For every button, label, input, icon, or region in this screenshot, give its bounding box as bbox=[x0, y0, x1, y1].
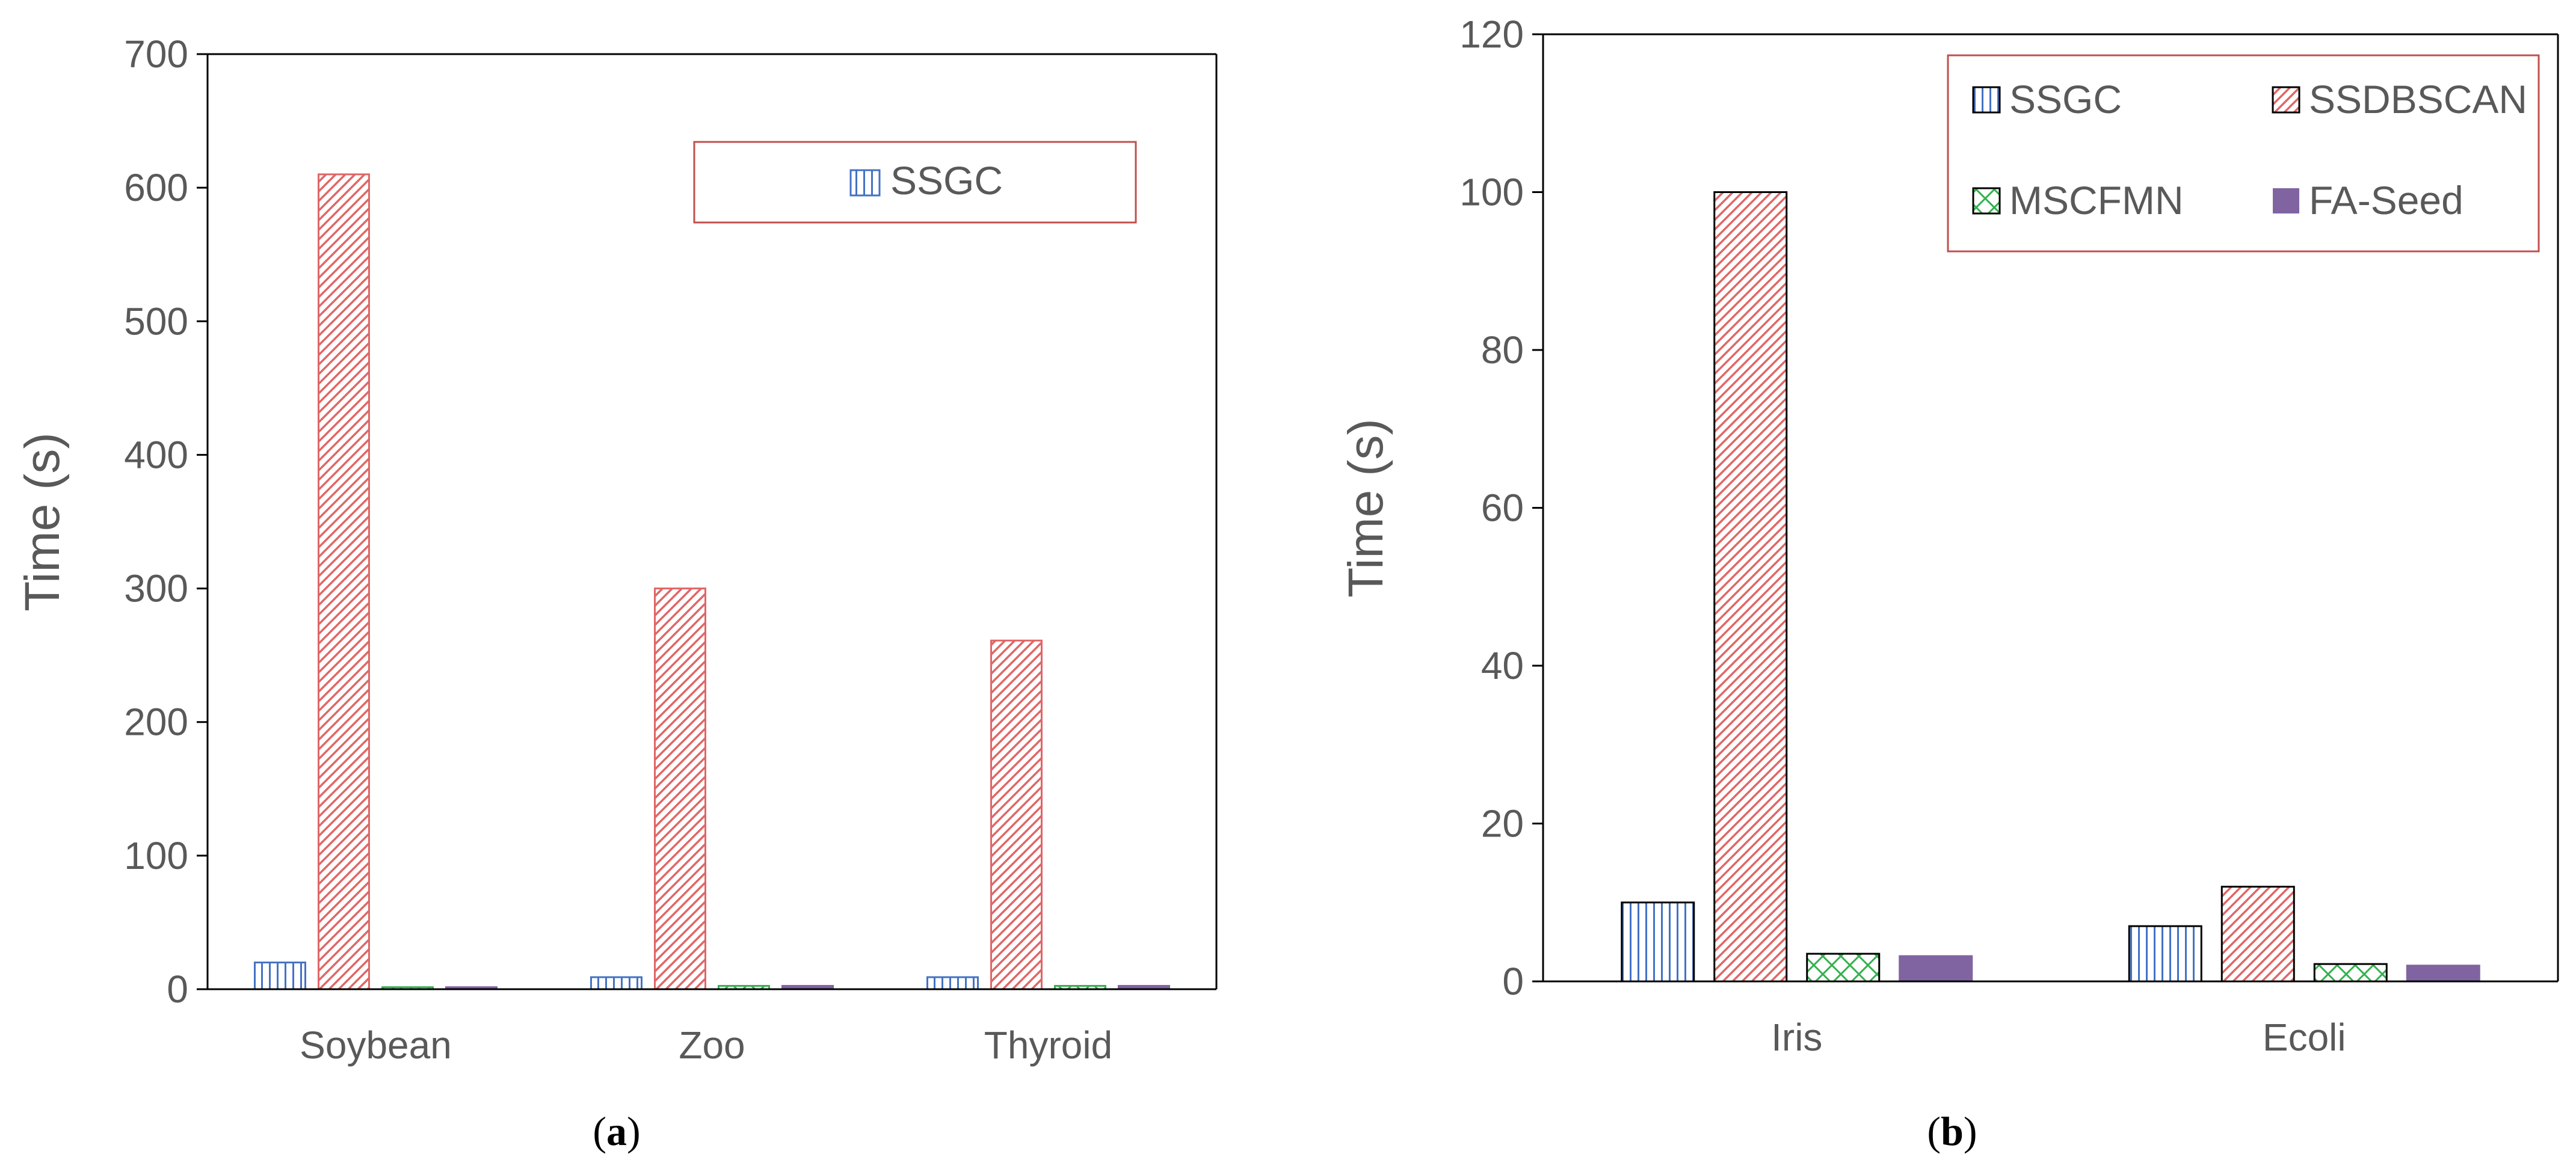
chart-b: 0 20 40 60 80 100 120 Iris Ecoli Time (s) SSGC … bbox=[1339, 13, 2559, 1154]
x-tick-label: Iris bbox=[1771, 1016, 1822, 1059]
bar-ssgc-iris bbox=[1621, 901, 1695, 983]
legend-label-ssdbscan: SSDBSCAN bbox=[2309, 77, 2527, 121]
chart-a: 0 100 200 300 400 500 600 700 Soybean Zoo Thyroid… bbox=[15, 32, 1218, 1154]
y-tick-label: 60 bbox=[1481, 486, 1524, 530]
bar-ssdbscan-iris bbox=[1713, 191, 1788, 983]
legend-swatch-ssgc bbox=[1972, 86, 2001, 114]
legend-box bbox=[693, 141, 1137, 224]
bar-mscfmn-iris bbox=[1806, 953, 1881, 983]
bar-mscfmn-ecoli bbox=[2313, 963, 2388, 983]
y-tick-label: 700 bbox=[124, 32, 188, 76]
y-tick-label: 120 bbox=[1459, 13, 1524, 56]
bar-fa-seed-iris bbox=[1899, 955, 1973, 983]
y-axis-ticks: 0 20 40 60 80 100 120 bbox=[1459, 13, 1543, 1003]
y-tick-label: 400 bbox=[124, 433, 188, 476]
legend: SSGC SSDBSCAN MSCFMN FA-Seed bbox=[1947, 54, 2540, 253]
y-axis-ticks: 0 100 200 300 400 500 600 700 bbox=[124, 32, 208, 1011]
y-tick-label: 80 bbox=[1481, 328, 1524, 372]
x-tick-label: Zoo bbox=[679, 1023, 745, 1067]
x-axis-ticks: Soybean Zoo Thyroid bbox=[300, 1023, 1112, 1067]
x-tick-label: Ecoli bbox=[2263, 1016, 2346, 1059]
bar-fa-seed-ecoli bbox=[2406, 965, 2480, 983]
bars bbox=[1621, 191, 2480, 983]
y-tick-label: 100 bbox=[124, 834, 188, 877]
y-tick-label: 600 bbox=[124, 166, 188, 209]
legend-label-fa-seed: FA-Seed bbox=[2309, 178, 2464, 222]
bar-ssgc-zoo bbox=[590, 976, 642, 990]
x-tick-label: Thyroid bbox=[984, 1023, 1112, 1067]
y-tick-label: 0 bbox=[1502, 960, 1524, 1003]
bar-ssgc-thyroid bbox=[926, 976, 979, 990]
y-axis-title: Time (s) bbox=[15, 432, 70, 612]
bar-ssgc-ecoli bbox=[2128, 925, 2202, 983]
legend-label-mscfmn: MSCFMN bbox=[2009, 178, 2184, 222]
y-tick-label: 200 bbox=[124, 701, 188, 744]
bars bbox=[254, 173, 1170, 990]
y-tick-label: 500 bbox=[124, 299, 188, 343]
bar-ssgc-soybean bbox=[254, 962, 306, 990]
legend-label-ssgc: SSGC bbox=[2009, 77, 2122, 121]
legend-swatch-ssgc bbox=[849, 169, 881, 197]
legend-box bbox=[1947, 54, 2540, 253]
y-tick-label: 300 bbox=[124, 567, 188, 610]
caption-a: (a) bbox=[593, 1108, 640, 1154]
y-tick-label: 100 bbox=[1459, 171, 1524, 214]
x-tick-label: Soybean bbox=[300, 1023, 452, 1067]
y-axis-title: Time (s) bbox=[1339, 419, 1393, 598]
bar-ssdbscan-zoo bbox=[654, 588, 706, 990]
bar-ssdbscan-ecoli bbox=[2220, 886, 2295, 983]
bar-ssdbscan-soybean bbox=[318, 173, 370, 990]
legend-swatch-mscfmn bbox=[1972, 187, 2001, 215]
y-tick-label: 20 bbox=[1481, 802, 1524, 845]
y-tick-label: 0 bbox=[167, 968, 188, 1011]
caption-b: (b) bbox=[1927, 1108, 1977, 1154]
y-tick-label: 40 bbox=[1481, 644, 1524, 687]
x-axis-ticks: Iris Ecoli bbox=[1771, 1016, 2346, 1059]
legend-swatch-fa-seed bbox=[2273, 188, 2299, 213]
legend-swatch-ssdbscan bbox=[2272, 86, 2300, 114]
bar-ssdbscan-thyroid bbox=[990, 639, 1043, 990]
legend-label-ssgc: SSGC bbox=[890, 158, 1003, 203]
legend: SSGC bbox=[693, 141, 1137, 224]
